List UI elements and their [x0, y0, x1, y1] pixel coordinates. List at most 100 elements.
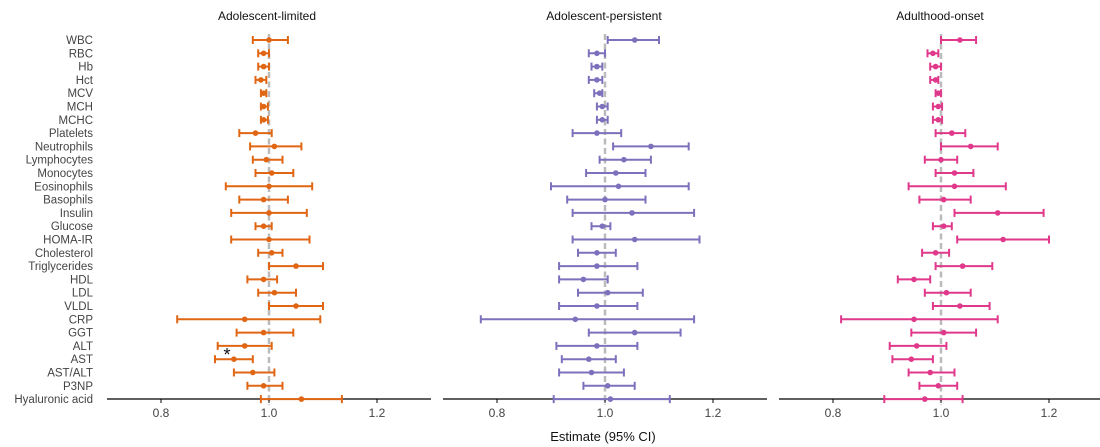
estimate-point [631, 236, 638, 243]
variable-label: ALT [73, 341, 93, 353]
estimate-point [258, 77, 264, 83]
x-tick-label: 1.0 [261, 406, 278, 420]
variable-label: Eosinophils [34, 181, 93, 193]
estimate-point [266, 37, 272, 43]
x-tick-label: 1.2 [705, 406, 722, 420]
estimate-point [935, 90, 942, 96]
estimate-point [967, 143, 974, 150]
estimate-point [913, 343, 920, 349]
estimate-point [943, 289, 950, 296]
estimate-point [260, 117, 267, 123]
estimate-point [293, 303, 299, 309]
estimate-point [951, 170, 958, 176]
estimate-point [935, 103, 942, 110]
estimate-point [959, 263, 966, 269]
estimate-point [594, 263, 600, 269]
variable-label: AST/ALT [47, 368, 93, 380]
estimate-point [957, 303, 963, 309]
estimate-point [266, 183, 272, 190]
x-tick-label: 1.0 [933, 406, 950, 420]
variable-label: Glucose [51, 221, 93, 233]
estimate-point [596, 90, 603, 96]
estimate-point [604, 383, 611, 389]
estimate-point [932, 77, 939, 83]
variable-label: Platelets [49, 128, 93, 140]
estimate-point [935, 117, 942, 123]
estimate-point [260, 50, 267, 57]
estimate-point [602, 196, 608, 203]
variable-label: Cholesterol [35, 248, 93, 260]
estimate-point [599, 223, 606, 229]
estimate-point [594, 77, 600, 83]
x-tick-label: 1.0 [597, 406, 614, 420]
estimate-point [932, 250, 939, 256]
estimate-point [260, 196, 267, 203]
variable-label: Hct [76, 75, 94, 87]
estimate-point [268, 170, 275, 176]
estimate-point [631, 37, 638, 43]
variable-label: WBC [66, 35, 93, 47]
estimate-point [940, 196, 947, 203]
estimate-point [580, 276, 587, 283]
estimate-point [260, 63, 267, 70]
estimate-point [298, 396, 305, 402]
significance-marker: * [223, 345, 230, 365]
estimate-point [922, 396, 928, 402]
estimate-point [604, 289, 611, 296]
estimate-point [260, 383, 267, 389]
estimate-point [594, 303, 600, 309]
estimate-point [250, 369, 256, 376]
estimate-point [271, 143, 278, 150]
panel-title-adulthood-onset: Adulthood-onset [896, 9, 984, 23]
panel-adolescent-persistent: Adolescent-persistent 0.8 1.0 1.2 [443, 9, 767, 420]
x-tick-label: 0.8 [825, 406, 842, 420]
variable-label: AST [71, 354, 93, 366]
estimate-point [599, 117, 606, 123]
estimate-point [594, 250, 600, 256]
estimate-point [271, 289, 278, 296]
variable-label: P3NP [63, 381, 93, 393]
estimate-point [927, 369, 933, 376]
x-tick-label: 1.2 [1041, 406, 1058, 420]
estimate-point [266, 210, 272, 216]
variable-label: MCH [67, 102, 93, 114]
estimate-point [629, 210, 635, 216]
x-tick-label: 0.8 [489, 406, 506, 420]
variable-label: RBC [69, 48, 93, 60]
variable-label: Insulin [60, 208, 93, 220]
estimate-point [588, 369, 595, 376]
variable-label: LDL [72, 288, 94, 300]
x-tick-label: 0.8 [153, 406, 170, 420]
estimate-point [594, 63, 600, 70]
variable-label: Basophils [43, 195, 93, 207]
variable-label: MCV [67, 88, 93, 100]
estimate-point [252, 130, 259, 136]
variable-label: GGT [68, 328, 93, 340]
estimate-point [949, 130, 955, 136]
variable-label: CRP [69, 314, 94, 326]
variable-label: Neutrophils [35, 141, 93, 153]
estimate-point [231, 356, 237, 363]
variable-label: HDL [70, 274, 94, 286]
estimate-point [572, 316, 579, 323]
estimate-point [615, 183, 622, 190]
estimate-point [260, 103, 267, 110]
estimate-point [260, 223, 267, 229]
estimate-point [594, 130, 600, 136]
estimate-point [260, 90, 267, 96]
estimate-point [594, 343, 600, 349]
estimate-point [940, 223, 947, 229]
estimate-point [607, 396, 614, 402]
estimate-point [621, 156, 627, 163]
estimate-point [263, 156, 270, 163]
variable-label: Hyaluronic acid [14, 394, 93, 406]
variable-label: VLDL [64, 301, 93, 313]
estimate-point [586, 356, 592, 363]
estimate-point [613, 170, 619, 176]
estimate-point [260, 276, 267, 283]
estimate-point [1000, 236, 1006, 243]
x-tick-label: 1.2 [369, 406, 386, 420]
estimate-point [908, 356, 915, 363]
